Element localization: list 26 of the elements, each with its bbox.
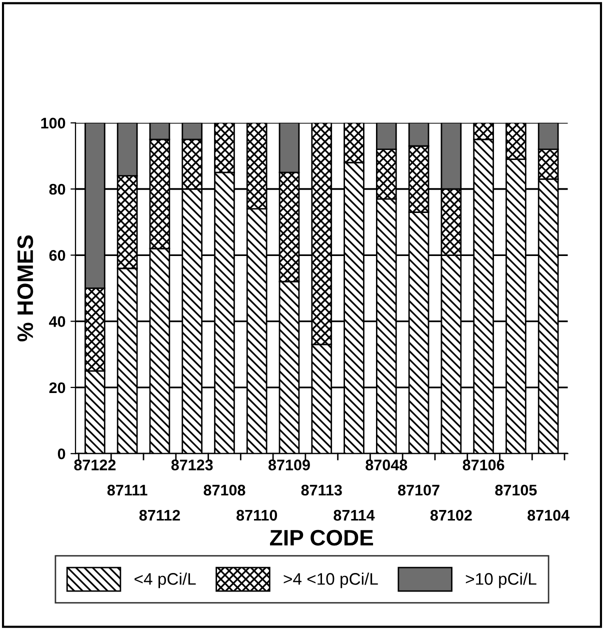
x-tick-label: 87108 [204, 484, 246, 496]
x-axis-title: ZIP CODE [270, 530, 374, 546]
x-tick-label: 87105 [495, 484, 537, 496]
x-tick-label: 87123 [171, 460, 213, 470]
x-tick-label: 87110 [236, 510, 278, 521]
x-tick-label: 87106 [462, 460, 504, 470]
x-tick-label: 87107 [398, 484, 440, 496]
legend-label: <4 pCi/L [134, 572, 196, 588]
y-tick-label: 60 [49, 250, 66, 261]
legend-label: >10 pCi/L [466, 572, 536, 588]
x-tick-label: 87113 [301, 484, 342, 496]
x-tick-label: 87102 [430, 510, 472, 521]
x-tick-label: 87114 [334, 510, 375, 521]
y-axis-title: % HOMES [17, 235, 34, 342]
x-tick-label: 87109 [268, 460, 310, 470]
x-tick-label: 87048 [366, 460, 408, 470]
x-tick-label: 87112 [139, 510, 180, 521]
y-tick-label: 80 [49, 184, 66, 195]
x-tick-label: 87104 [528, 510, 570, 521]
legend-label: >4 <10 pCi/L [284, 572, 378, 588]
y-tick-label: 40 [49, 316, 66, 327]
y-tick-label: 100 [41, 118, 66, 129]
x-tick-label: 87122 [74, 460, 116, 470]
y-tick-label: 20 [49, 382, 66, 394]
x-tick-label: 87111 [107, 484, 148, 496]
y-tick-label: 0 [58, 448, 66, 460]
